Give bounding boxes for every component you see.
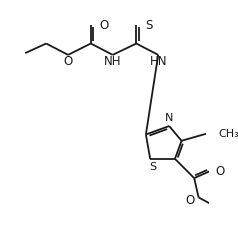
- Text: NH: NH: [104, 55, 121, 68]
- Text: S: S: [145, 19, 153, 32]
- Text: HN: HN: [149, 55, 167, 68]
- Text: O: O: [186, 194, 195, 207]
- Text: S: S: [149, 162, 156, 172]
- Text: N: N: [165, 113, 173, 123]
- Text: CH₃: CH₃: [218, 129, 238, 139]
- Text: O: O: [64, 55, 73, 68]
- Text: O: O: [215, 165, 224, 178]
- Text: O: O: [99, 19, 109, 32]
